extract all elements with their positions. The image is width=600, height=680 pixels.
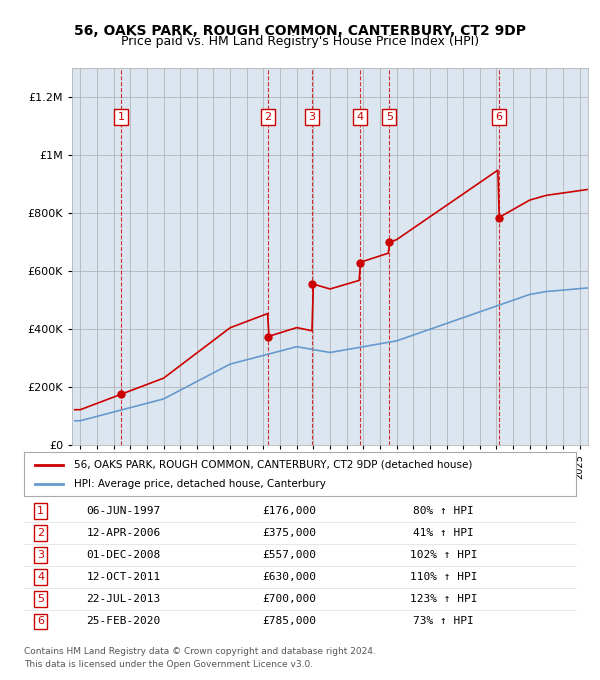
- Text: £375,000: £375,000: [262, 528, 316, 538]
- Text: 80% ↑ HPI: 80% ↑ HPI: [413, 506, 474, 516]
- Text: Price paid vs. HM Land Registry's House Price Index (HPI): Price paid vs. HM Land Registry's House …: [121, 35, 479, 48]
- Text: 06-JUN-1997: 06-JUN-1997: [86, 506, 160, 516]
- Text: 25-FEB-2020: 25-FEB-2020: [86, 616, 160, 626]
- Text: 3: 3: [308, 112, 316, 122]
- Text: 6: 6: [37, 616, 44, 626]
- Text: 6: 6: [496, 112, 502, 122]
- Text: 3: 3: [37, 550, 44, 560]
- Text: £785,000: £785,000: [262, 616, 316, 626]
- Text: 5: 5: [37, 594, 44, 605]
- Text: 56, OAKS PARK, ROUGH COMMON, CANTERBURY, CT2 9DP: 56, OAKS PARK, ROUGH COMMON, CANTERBURY,…: [74, 24, 526, 38]
- Text: Contains HM Land Registry data © Crown copyright and database right 2024.: Contains HM Land Registry data © Crown c…: [24, 647, 376, 656]
- Text: 2: 2: [37, 528, 44, 538]
- Text: £630,000: £630,000: [262, 572, 316, 582]
- Text: £176,000: £176,000: [262, 506, 316, 516]
- Text: 2: 2: [265, 112, 272, 122]
- Text: 110% ↑ HPI: 110% ↑ HPI: [410, 572, 477, 582]
- Text: 123% ↑ HPI: 123% ↑ HPI: [410, 594, 477, 605]
- Text: 1: 1: [37, 506, 44, 516]
- Text: 5: 5: [386, 112, 393, 122]
- Text: 22-JUL-2013: 22-JUL-2013: [86, 594, 160, 605]
- Text: This data is licensed under the Open Government Licence v3.0.: This data is licensed under the Open Gov…: [24, 660, 313, 668]
- Text: £700,000: £700,000: [262, 594, 316, 605]
- Text: 56, OAKS PARK, ROUGH COMMON, CANTERBURY, CT2 9DP (detached house): 56, OAKS PARK, ROUGH COMMON, CANTERBURY,…: [74, 460, 472, 470]
- Text: 4: 4: [37, 572, 44, 582]
- Text: 01-DEC-2008: 01-DEC-2008: [86, 550, 160, 560]
- Text: 1: 1: [118, 112, 124, 122]
- Text: £557,000: £557,000: [262, 550, 316, 560]
- Text: 73% ↑ HPI: 73% ↑ HPI: [413, 616, 474, 626]
- Text: 41% ↑ HPI: 41% ↑ HPI: [413, 528, 474, 538]
- Text: HPI: Average price, detached house, Canterbury: HPI: Average price, detached house, Cant…: [74, 479, 326, 489]
- Text: 4: 4: [356, 112, 363, 122]
- Text: 102% ↑ HPI: 102% ↑ HPI: [410, 550, 477, 560]
- Text: 12-APR-2006: 12-APR-2006: [86, 528, 160, 538]
- Text: 12-OCT-2011: 12-OCT-2011: [86, 572, 160, 582]
